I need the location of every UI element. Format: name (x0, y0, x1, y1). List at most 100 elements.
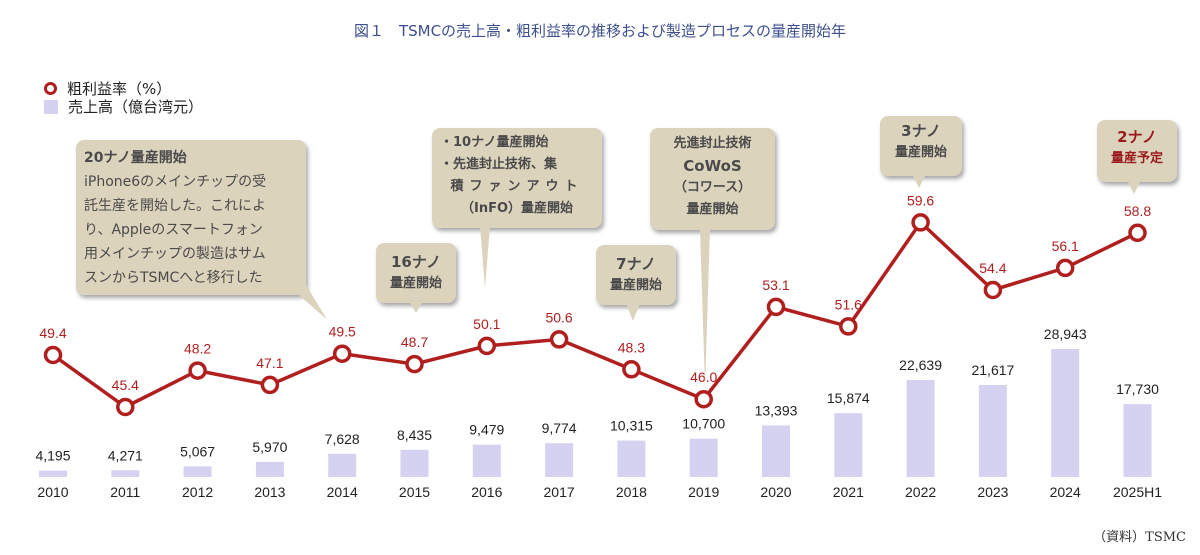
margin-point (766, 297, 786, 317)
legend-label: 粗利益率（%） (67, 80, 172, 98)
callout-2nm: 2ナノ 量産予定 (1097, 120, 1177, 194)
x-tick-label: 2016 (471, 484, 502, 500)
margin-label: 49.5 (329, 324, 356, 340)
callout-line: り、Appleのスマートフォン (84, 222, 263, 238)
callout-line: 16ナノ (390, 253, 442, 271)
revenue-bar (762, 425, 790, 477)
x-tick-label: 2013 (254, 484, 285, 500)
callout-line: 用メインチップの製造はサム (84, 246, 266, 262)
callout-line: CoWoS (683, 157, 742, 175)
callout-line: iPhone6のメインチップの受 (84, 174, 267, 190)
chart-title: 図１ TSMCの売上高・粗利益率の推移および製造プロセスの量産開始年 (353, 22, 847, 40)
margin-point (839, 317, 858, 336)
callout-7nm: 7ナノ 量産開始 (596, 245, 676, 321)
margin-label: 50.1 (473, 316, 500, 332)
callout-line: （InFO）量産開始 (460, 201, 574, 216)
x-tick-label: 2012 (182, 484, 213, 500)
revenue-bar (111, 470, 140, 477)
revenue-bar (689, 438, 718, 477)
callout-line: 量産開始 (686, 202, 739, 217)
revenue-label: 5,970 (252, 439, 287, 455)
margin-label: 50.6 (545, 309, 572, 325)
margin-line (51, 219, 1139, 410)
callout-cowos: 先進封止技術 CoWoS （コワース） 量産開始 (650, 128, 775, 388)
revenue-label: 17,730 (1116, 381, 1159, 397)
legend-margin: 粗利益率（%） (41, 78, 172, 99)
callout-20nm: 20ナノ量産開始 iPhone6のメインチップの受 託生産を開始した。これによ … (76, 140, 333, 324)
margin-point (622, 360, 641, 379)
margin-point (260, 375, 280, 395)
x-tick-label: 2022 (905, 484, 936, 500)
revenue-label: 28,943 (1044, 326, 1087, 342)
margin-label: 53.1 (762, 277, 789, 293)
margin-label: 48.7 (401, 334, 428, 350)
revenue-bar (183, 466, 212, 477)
callout-3nm: 3ナノ 量産開始 (880, 116, 962, 188)
source-note: （資料）TSMC (1093, 530, 1186, 545)
revenue-bar (1123, 404, 1152, 477)
margin-point (116, 397, 135, 417)
callout-16nm: 16ナノ 量産開始 (376, 243, 456, 313)
revenue-label: 7,628 (325, 431, 360, 447)
x-tick-label: 2014 (327, 484, 358, 500)
revenue-label: 13,393 (755, 402, 798, 418)
margin-label: 58.8 (1124, 203, 1151, 219)
x-tick-label: 2024 (1050, 484, 1081, 500)
revenue-label: 15,874 (827, 390, 870, 406)
callout-line: 量産開始 (389, 276, 442, 291)
margin-point (477, 336, 497, 356)
revenue-bar (255, 461, 284, 477)
callout-line: （コワース） (673, 180, 752, 195)
margin-label: 51.6 (835, 296, 862, 312)
callout-line: 量産開始 (609, 278, 662, 293)
revenue-label: 22,639 (899, 357, 942, 373)
callout-line: 積ファンアウト (450, 179, 584, 194)
margin-label: 48.3 (618, 339, 645, 355)
callout-line: 7ナノ (616, 255, 656, 273)
x-tick-label: 2017 (544, 484, 575, 500)
x-tick-label: 2015 (399, 484, 430, 500)
callout-line: スンからTSMCへと移行した (84, 270, 263, 286)
callout-line: 量産予定 (1110, 151, 1163, 166)
margin-label: 48.2 (184, 341, 211, 357)
x-tick-label: 2025H1 (1113, 484, 1162, 500)
callout-line: ・先進封止技術、集 (440, 157, 558, 172)
revenue-bar (617, 440, 646, 477)
callout-title: 20ナノ量産開始 (84, 150, 187, 166)
callout-line: 先進封止技術 (673, 136, 752, 151)
margin-point (43, 345, 63, 365)
revenue-label: 4,271 (108, 447, 143, 463)
revenue-bar (1051, 349, 1080, 477)
margin-point (332, 344, 352, 363)
callout-line: 2ナノ (1117, 128, 1157, 146)
revenue-label: 10,700 (682, 416, 725, 432)
revenue-label: 9,774 (542, 420, 577, 436)
margin-point (694, 389, 713, 409)
x-tick-label: 2021 (833, 484, 864, 500)
margin-point (549, 330, 569, 349)
margin-label: 47.1 (256, 355, 283, 371)
x-tick-label: 2011 (110, 484, 140, 500)
revenue-bar (834, 413, 863, 477)
revenue-label: 4,195 (35, 448, 70, 464)
margin-label: 54.4 (979, 260, 1006, 276)
bar-swatch-icon (44, 99, 58, 114)
margin-label: 56.1 (1052, 238, 1079, 254)
margin-point (188, 361, 207, 380)
revenue-bar (545, 443, 574, 477)
revenue-label: 9,479 (469, 422, 504, 438)
callout-line: 3ナノ (901, 122, 941, 140)
revenue-label: 21,617 (971, 362, 1014, 378)
callout-line: 託生産を開始した。これによ (84, 198, 266, 214)
revenue-bar (978, 385, 1007, 477)
callout-line: 量産開始 (894, 145, 947, 160)
callout-10nm: ・10ナノ量産開始 ・先進封止技術、集 積ファンアウト （InFO）量産開始 (432, 128, 602, 288)
legend-revenue: 売上高（億台湾元） (44, 96, 203, 117)
x-tick-label: 2023 (977, 484, 1008, 500)
x-tick-label: 2020 (760, 484, 791, 500)
callout-line: ・10ナノ量産開始 (440, 135, 549, 150)
x-tick-label: 2018 (616, 484, 647, 500)
revenue-bar (39, 470, 67, 477)
